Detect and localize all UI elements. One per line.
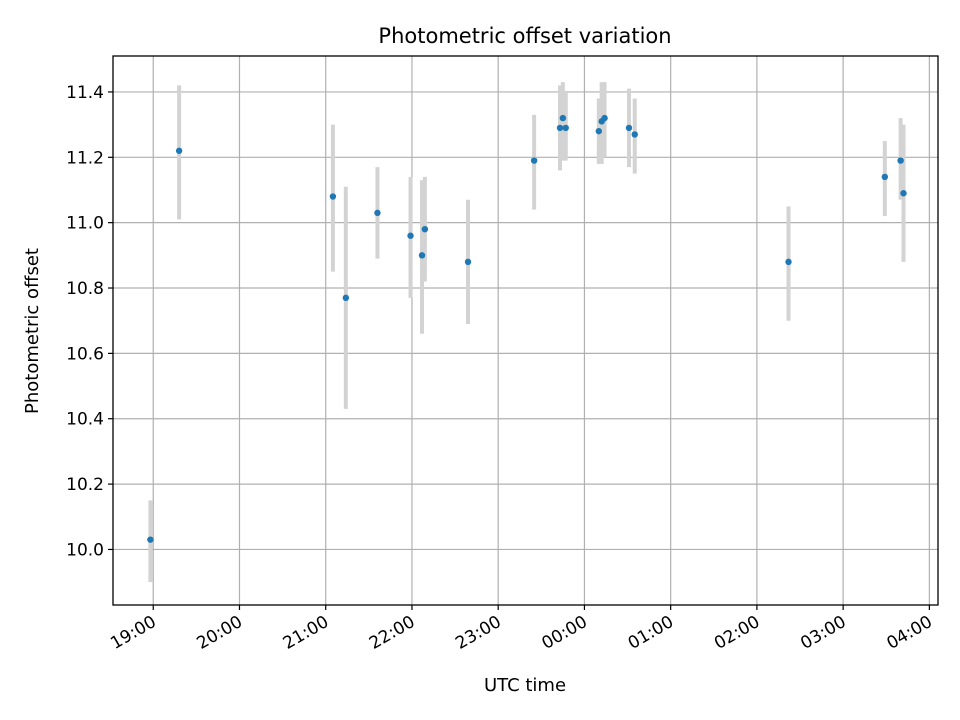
- data-point: [464, 258, 472, 266]
- y-axis-label: Photometric offset: [22, 248, 43, 414]
- data-point: [625, 124, 633, 132]
- y-tick-label: 10.4: [66, 410, 104, 430]
- data-point: [374, 209, 381, 217]
- data-point: [342, 294, 350, 302]
- data-point: [881, 173, 889, 181]
- data-point: [329, 193, 337, 200]
- data-point: [421, 225, 429, 233]
- data-point: [530, 157, 538, 164]
- y-tick-label: 10.6: [66, 344, 104, 364]
- data-point: [595, 127, 603, 135]
- y-axis-ticks: 10.0 10.2 10.4 10.6 10.8 11.0 11.2 11.4: [66, 83, 113, 560]
- chart-title: Photometric offset variation: [378, 24, 671, 48]
- y-tick-label: 11.2: [66, 148, 104, 168]
- y-tick-label: 11.4: [66, 83, 104, 103]
- y-tick-label: 10.8: [66, 279, 104, 299]
- data-point: [556, 124, 564, 132]
- data-points: [147, 114, 907, 543]
- data-point: [418, 252, 426, 259]
- data-point: [897, 157, 904, 164]
- data-point: [407, 232, 414, 239]
- data-point: [175, 147, 183, 154]
- data-point: [785, 258, 792, 266]
- data-point: [559, 114, 567, 122]
- y-tick-label: 10.0: [66, 540, 104, 560]
- data-point: [147, 536, 154, 543]
- x-axis-label: UTC time: [484, 675, 566, 696]
- y-tick-label: 10.2: [66, 475, 104, 495]
- plot-frame: [112, 55, 939, 606]
- y-tick-label: 11.0: [66, 214, 104, 234]
- data-point: [631, 131, 638, 138]
- data-point: [900, 190, 907, 197]
- data-point: [601, 114, 608, 122]
- grid: [113, 56, 938, 605]
- data-point: [562, 124, 569, 132]
